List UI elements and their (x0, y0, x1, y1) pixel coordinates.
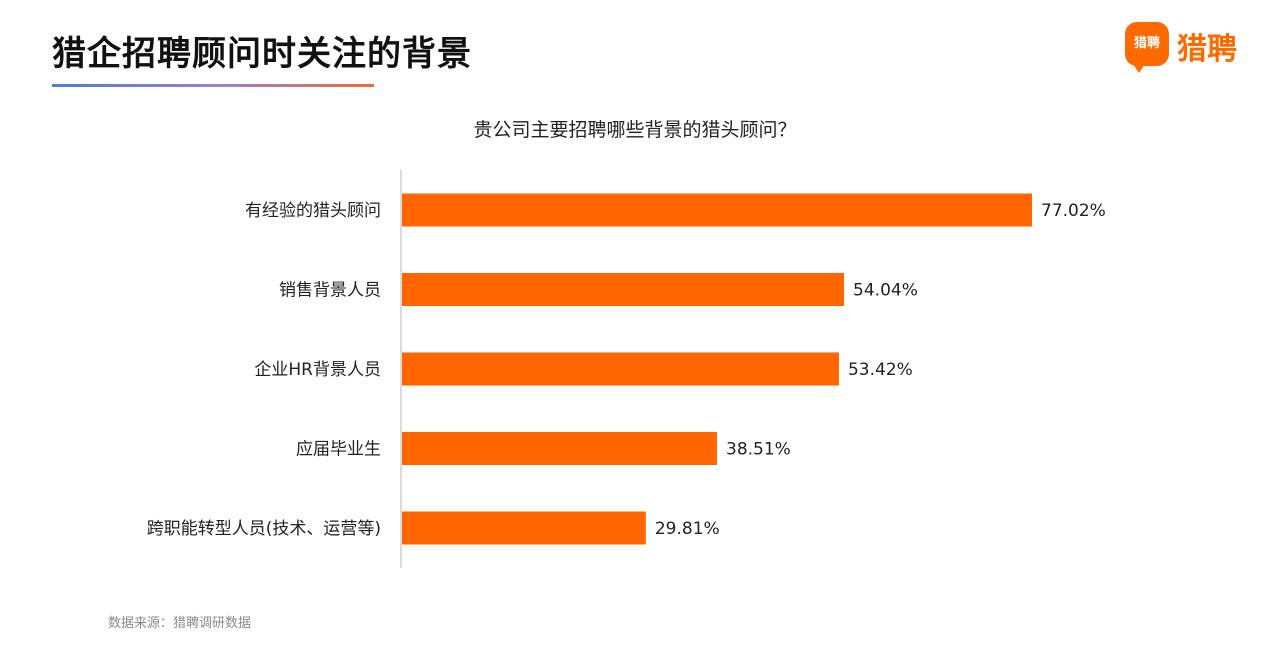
bar (402, 511, 646, 545)
liepin-logo: 猎聘 猎聘 (1125, 22, 1255, 73)
value-label: 29.81% (655, 519, 720, 539)
value-label: 54.04% (853, 281, 918, 301)
category-label: 跨职能转型人员(技术、运营等) (147, 519, 381, 539)
value-label: 38.51% (726, 440, 791, 460)
source-note: 数据来源：猎聘调研数据 (108, 616, 252, 631)
logo-badge-text: 猎聘 (1133, 36, 1160, 51)
category-label: 销售背景人员 (279, 281, 381, 301)
category-label: 应届毕业生 (296, 440, 381, 460)
bar (402, 352, 839, 386)
page-title: 猎企招聘顾问时关注的背景 (52, 34, 472, 74)
logo-text: 猎聘 (1177, 32, 1237, 67)
bar (402, 273, 845, 306)
value-label: 77.02% (1041, 201, 1106, 221)
chart-title: 贵公司主要招聘哪些背景的猎头顾问？ (473, 119, 797, 141)
bar (402, 193, 1033, 227)
bar (402, 432, 718, 465)
logo-badge-icon: 猎聘 (1125, 22, 1169, 73)
category-label: 有经验的猎头顾问 (245, 201, 381, 221)
title-underline (52, 84, 374, 87)
category-label: 企业HR背景人员 (254, 360, 381, 380)
value-label: 53.42% (848, 360, 913, 380)
